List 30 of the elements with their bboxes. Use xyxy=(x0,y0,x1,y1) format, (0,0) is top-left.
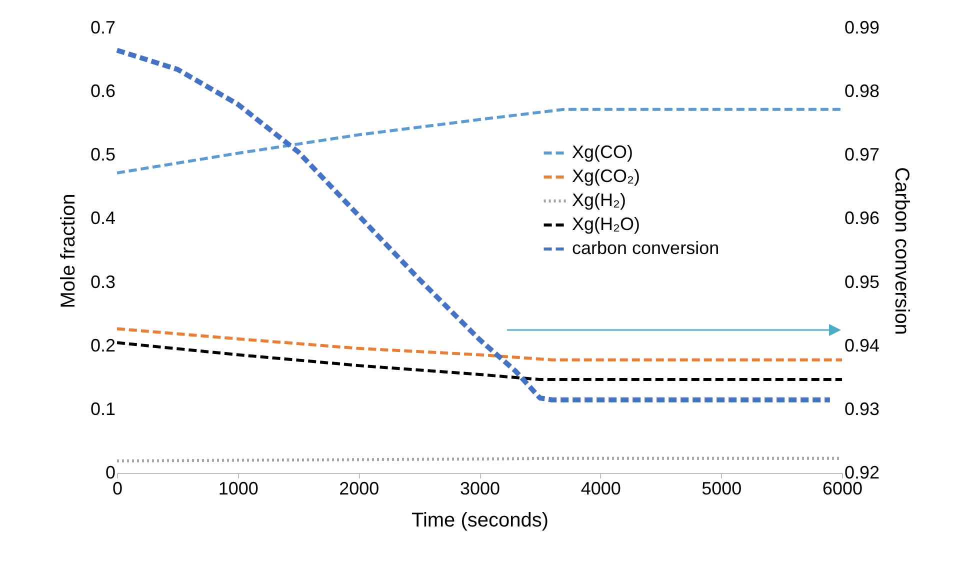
x-axis-title: Time (seconds) xyxy=(411,510,549,532)
legend-label: carbon conversion xyxy=(572,238,720,258)
y2-tick-label: 0.98 xyxy=(844,81,880,102)
x-tick-label: 4000 xyxy=(580,478,621,498)
y2-tick-label: 0.95 xyxy=(844,272,880,292)
x-tick-label: 2000 xyxy=(339,478,380,498)
legend-label: Xg(H₂) xyxy=(572,190,626,210)
y-tick-label: 0 xyxy=(105,462,116,482)
y2-tick-label: 0.93 xyxy=(844,398,880,419)
legend-label: Xg(CO₂) xyxy=(572,166,640,186)
x-tick-label: 3000 xyxy=(460,478,500,498)
x-tick-label: 5000 xyxy=(702,478,742,498)
line-series xyxy=(116,327,844,362)
legend-label: Xg(H₂O) xyxy=(572,214,640,234)
y-tick-label: 0.7 xyxy=(90,18,116,38)
y2-tick-label: 0.97 xyxy=(844,144,880,165)
y-tick-label: 0.1 xyxy=(90,398,116,419)
y-tick-label: 0.5 xyxy=(90,144,116,165)
y-tick-label: 0.6 xyxy=(90,81,116,102)
y2-tick-label: 0.99 xyxy=(844,18,880,38)
y2-tick-label: 0.96 xyxy=(844,208,880,228)
x-tick-label: 1000 xyxy=(218,478,258,498)
y-axis-title: Mole fraction xyxy=(57,194,80,308)
y-tick-label: 0.2 xyxy=(90,335,116,356)
y2-tick-label: 0.94 xyxy=(844,335,880,356)
y-tick-label: 0.4 xyxy=(90,208,116,228)
legend-label: Xg(CO) xyxy=(572,142,634,162)
line-series xyxy=(116,341,844,382)
y-tick-label: 0.3 xyxy=(90,272,116,292)
y2-axis-title: Carbon conversion xyxy=(890,167,913,335)
